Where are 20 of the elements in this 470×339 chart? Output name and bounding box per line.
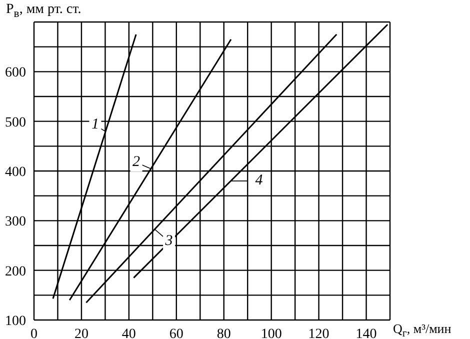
y-tick-label: 200 bbox=[5, 264, 26, 280]
y-tick-label: 600 bbox=[5, 66, 26, 81]
annotation: 3 bbox=[164, 233, 173, 250]
annotation: 4 bbox=[255, 172, 264, 188]
y-tick-label: 500 bbox=[5, 115, 26, 130]
x-tick-label: 120 bbox=[308, 326, 330, 339]
y-tick-label: 100 bbox=[5, 314, 26, 329]
annotation: 1 bbox=[91, 116, 99, 133]
x-tick-label: 140 bbox=[356, 326, 377, 339]
x-tick-label: 60 bbox=[169, 326, 184, 339]
x-tick-label: 40 bbox=[122, 326, 136, 339]
x-tick-label: 20 bbox=[74, 326, 88, 339]
x-tick-label: 80 bbox=[216, 326, 231, 339]
x-tick-label: 100 bbox=[260, 326, 282, 339]
y-axis-title: P$_{в}$, мм рт. ст. bbox=[6, 2, 82, 20]
x-tick-label: 0 bbox=[30, 326, 38, 339]
annotation: 2 bbox=[132, 154, 141, 170]
y-tick-label: 300 bbox=[5, 214, 26, 230]
x-axis-title: Q$_{г}$, м³/мин bbox=[393, 321, 452, 339]
y-tick-label: 400 bbox=[5, 164, 26, 180]
